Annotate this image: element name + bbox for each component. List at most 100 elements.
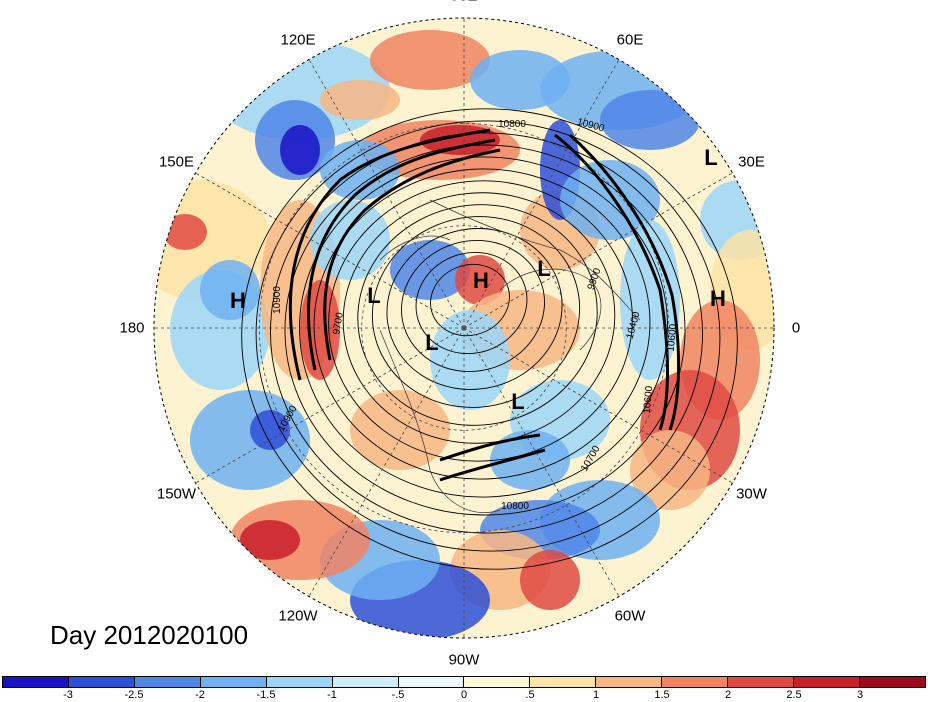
map-border	[153, 17, 775, 639]
anomaly-blob	[370, 30, 490, 90]
coastline	[379, 235, 451, 261]
height-contour	[430, 263, 510, 337]
colorbar-tick-label: -2	[195, 689, 205, 701]
longitude-label: 30E	[738, 153, 765, 171]
colorbar-tick-label: 1.5	[654, 689, 670, 701]
colorbar-cell	[859, 677, 925, 687]
high-pressure-label: H	[710, 286, 726, 311]
anomaly-blob	[163, 214, 207, 250]
jet-streak-contour	[569, 133, 681, 431]
colorbar-tick-label: .5	[525, 689, 535, 701]
coastline	[429, 199, 641, 321]
jet-streak-contour	[554, 133, 669, 431]
longitude-label: 60W	[614, 607, 646, 625]
anomaly-blob	[320, 80, 400, 120]
colorbar-tick-label: 2.5	[786, 689, 802, 701]
colorbar	[2, 676, 926, 688]
height-contour	[241, 108, 738, 570]
longitude-label: 150E	[158, 153, 194, 171]
anomaly-field	[154, 18, 774, 638]
longitude-label: 90E	[451, 0, 478, 5]
colorbar-tick-label: 1	[592, 689, 600, 701]
longitude-label: 90W	[448, 651, 480, 669]
colorbar-tick-label: -1.5	[256, 689, 276, 701]
day-label: Day 2012020100	[50, 620, 249, 650]
coastlines	[379, 199, 641, 513]
colorbar-cell	[794, 677, 860, 687]
meridian-line	[463, 327, 733, 484]
high-pressure-label: H	[230, 288, 246, 313]
high-pressure-label: H	[473, 268, 489, 293]
height-contour	[313, 168, 651, 480]
height-contour	[328, 180, 633, 462]
graticule	[154, 18, 774, 638]
colorbar-cell	[332, 677, 399, 687]
low-pressure-label: L	[537, 256, 550, 281]
colorbar-cell	[530, 677, 597, 687]
height-contour	[371, 216, 581, 408]
anomaly-blob	[600, 90, 700, 150]
height-contour	[415, 251, 528, 355]
meridian-line	[463, 59, 620, 329]
anomaly-blob	[390, 240, 470, 300]
anomaly-blob	[430, 310, 510, 410]
height-contour	[284, 144, 686, 516]
height-contour	[401, 239, 545, 373]
contour-lines	[241, 108, 738, 570]
colorbar-cell	[200, 677, 267, 687]
height-contour	[386, 228, 563, 390]
meridian-line	[308, 327, 465, 597]
longitude-label: 60E	[616, 31, 644, 49]
colorbar-cell	[134, 677, 201, 687]
colorbar-cell	[464, 677, 531, 687]
longitude-label: 0	[791, 319, 801, 337]
height-contour	[255, 120, 721, 552]
jet-streak-contour	[307, 138, 496, 371]
longitude-label: 120W	[278, 607, 318, 625]
meridian-line	[463, 327, 620, 597]
colorbar-cell	[662, 677, 729, 687]
colorbar-cell	[398, 677, 465, 687]
meridian-line	[195, 172, 465, 329]
longitude-label: 30W	[736, 485, 767, 503]
longitude-label: 150W	[156, 485, 197, 503]
contour-value-label: 10800	[498, 119, 526, 130]
colorbar-tick-label: 3	[856, 689, 864, 701]
contour-value-label: 10800	[501, 501, 529, 512]
anomaly-blob	[520, 550, 580, 610]
anomaly-blob	[560, 160, 660, 240]
jet-streak-contour	[288, 128, 491, 381]
colorbar-tick-label: -3	[63, 689, 73, 701]
colorbar-cell	[596, 677, 663, 687]
meridian-line	[463, 172, 733, 329]
colorbar-cell	[266, 677, 333, 687]
colorbar-cell	[3, 677, 69, 687]
low-pressure-label: L	[511, 389, 524, 414]
anomaly-blob	[240, 520, 300, 560]
coastline	[499, 268, 602, 351]
contour-value-label: 10600	[642, 385, 655, 414]
anomaly-blob	[620, 220, 680, 380]
anomaly-blob	[490, 430, 570, 490]
colorbar-tick-label: 0	[460, 689, 468, 701]
longitude-label: 120E	[280, 31, 316, 49]
low-pressure-label: L	[367, 283, 380, 308]
height-contour	[299, 156, 668, 498]
meridian-line	[195, 327, 465, 484]
anomaly-blob	[630, 430, 710, 510]
jet-streak-contour	[439, 433, 541, 462]
height-contour	[357, 204, 598, 426]
coastline	[379, 329, 501, 513]
longitude-label: 180	[119, 319, 145, 337]
height-contour	[270, 132, 703, 534]
colorbar-tick-label: 2	[724, 689, 732, 701]
low-pressure-label: L	[704, 145, 717, 170]
colorbar-cell	[68, 677, 135, 687]
anomaly-blob	[250, 410, 290, 450]
contour-value-label: 10600	[666, 323, 679, 352]
contour-value-label: 9700	[331, 311, 346, 335]
meridian-line	[308, 59, 465, 329]
anomaly-blob	[200, 260, 260, 320]
